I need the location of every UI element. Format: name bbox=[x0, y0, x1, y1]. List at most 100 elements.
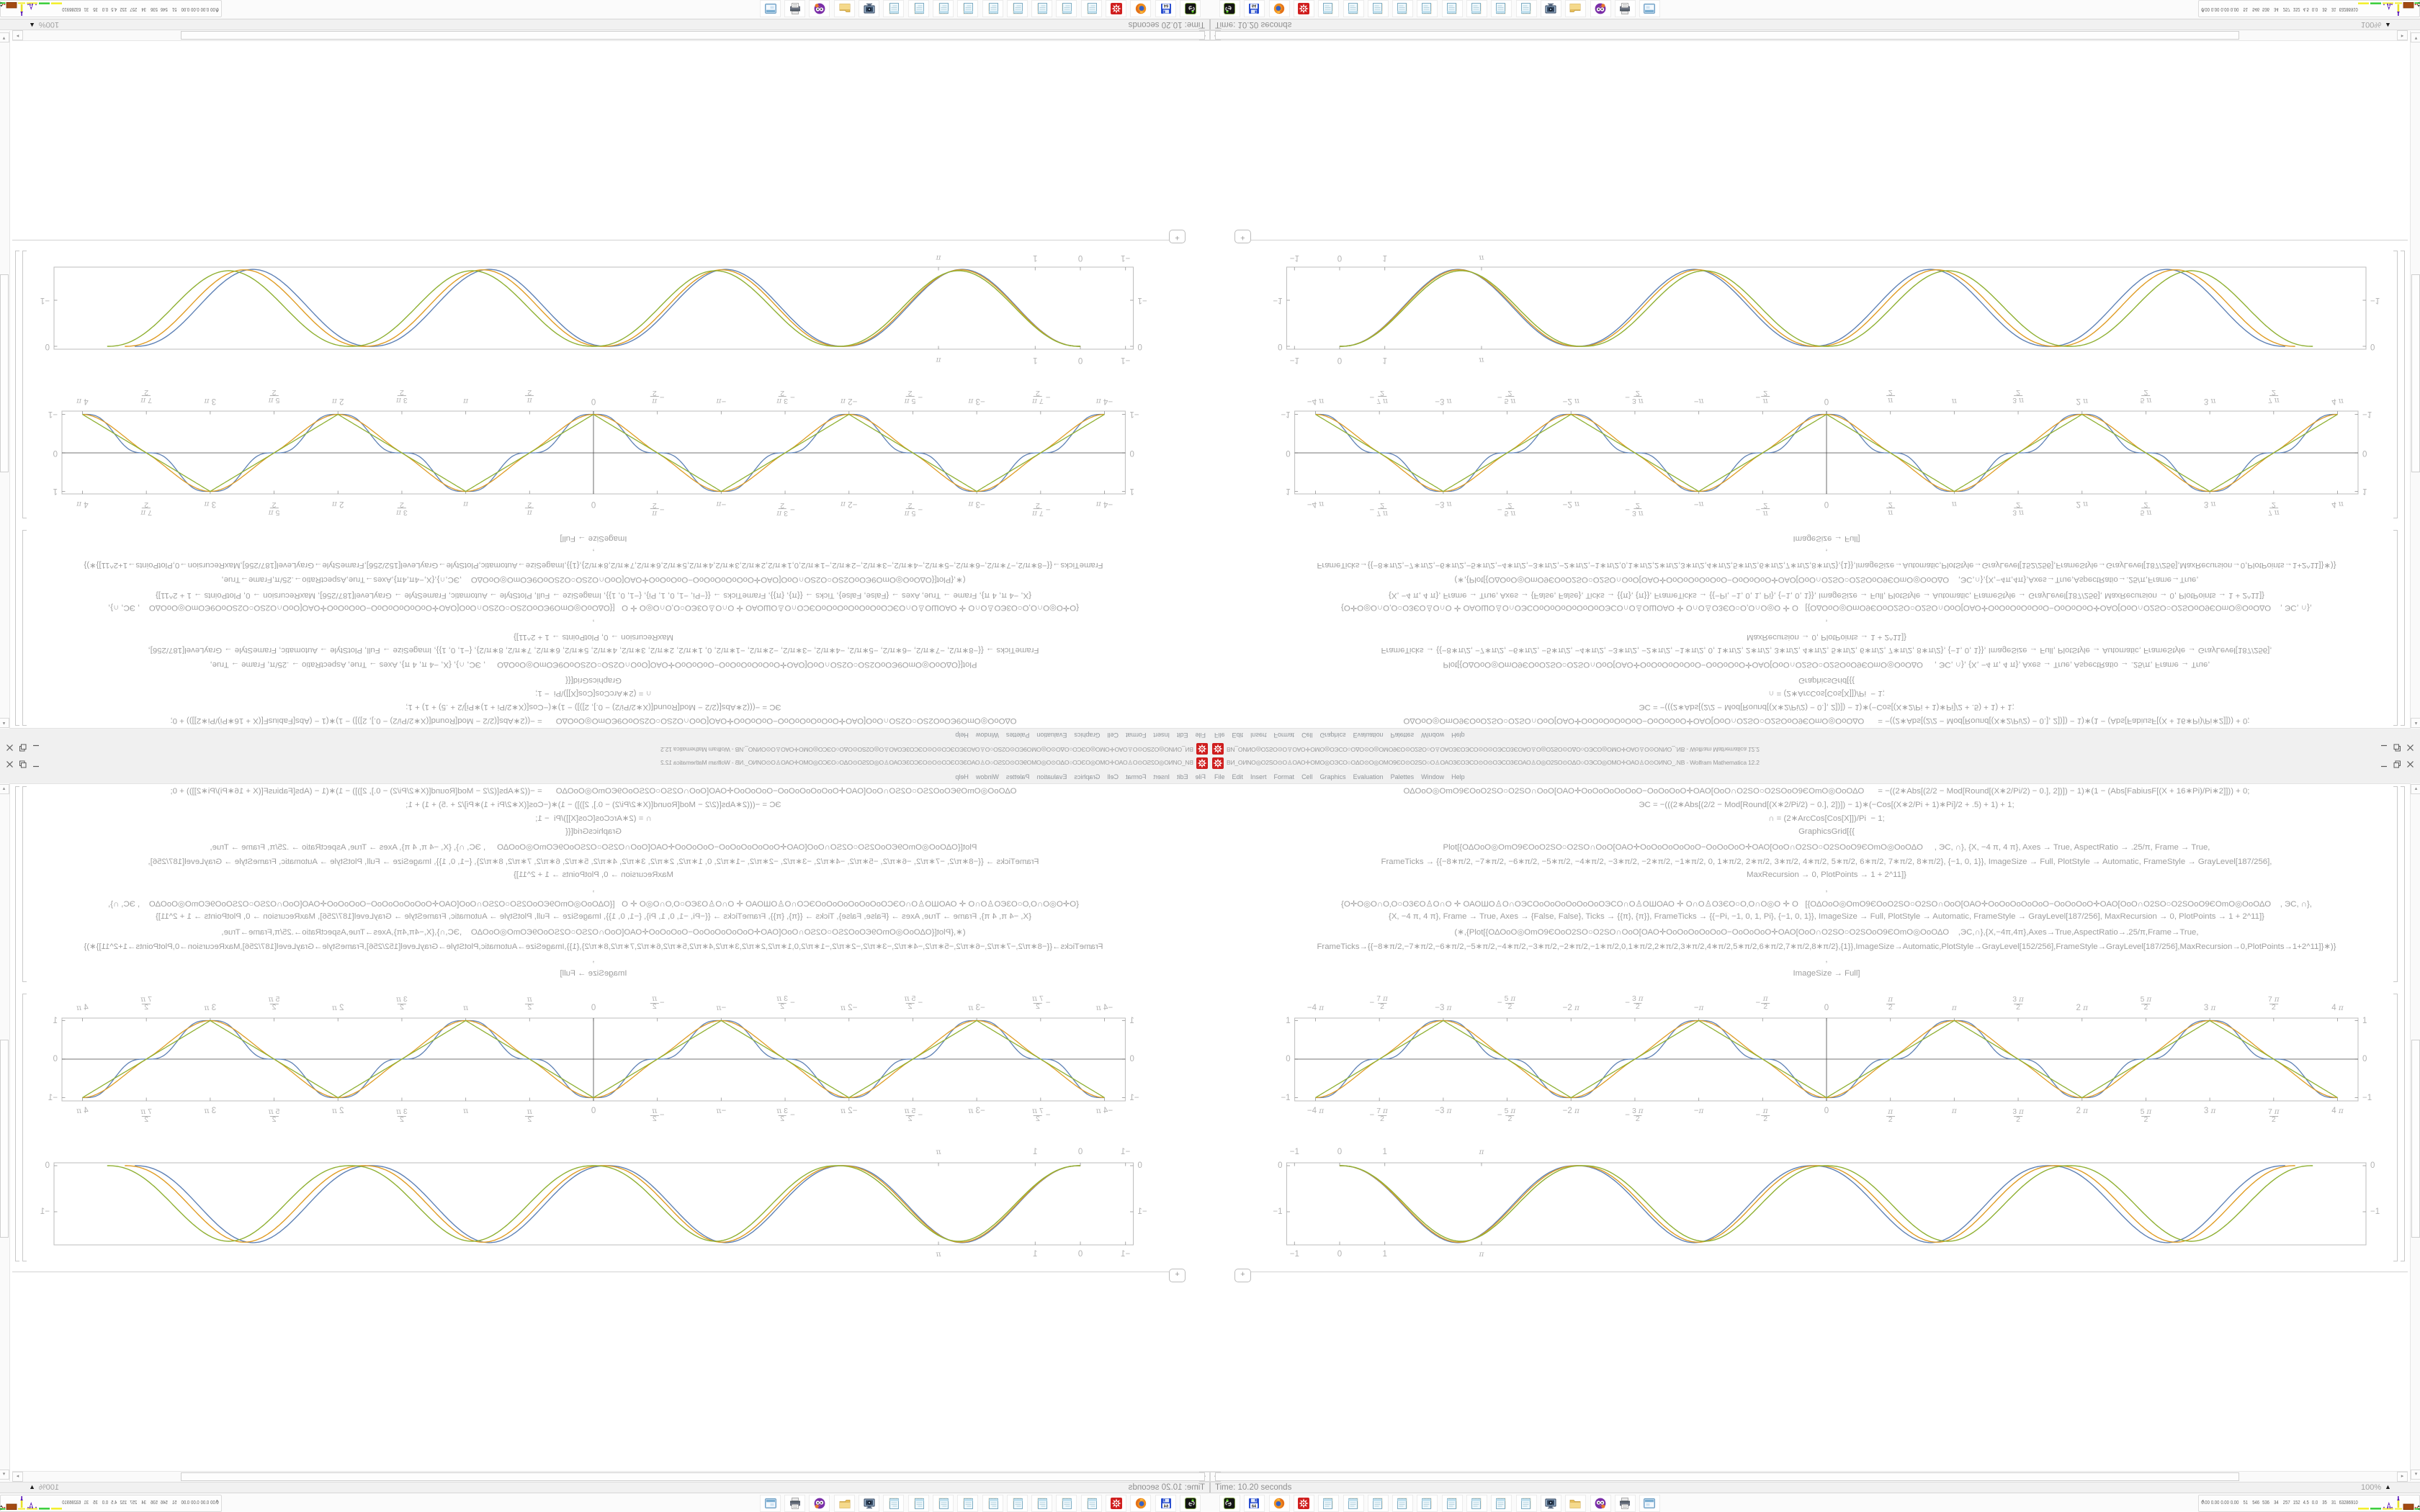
owl-app-icon[interactable] bbox=[809, 0, 830, 17]
vertical-scroll-thumb[interactable] bbox=[0, 274, 9, 472]
notepad-icon[interactable] bbox=[957, 1495, 979, 1512]
code-line[interactable]: (∗,{Plot[{ΟΔΟοΟ◎ΟmΟ9ЄΟοΟ2SΟ○Ο2SΟ∩ΟοΟ[ΟΑΟ… bbox=[221, 575, 966, 584]
code-line[interactable]: MaxRecursion → 0, PlotPoints → 1 + 2^11]… bbox=[514, 870, 673, 879]
code-line[interactable]: GraphicsGrid[{{ bbox=[565, 676, 622, 685]
output-cell-bracket[interactable] bbox=[22, 994, 27, 1261]
menu-palettes[interactable]: Palettes bbox=[1390, 773, 1415, 780]
notepad-icon[interactable] bbox=[1343, 1495, 1364, 1512]
output-cell-bracket[interactable] bbox=[2393, 251, 2398, 518]
dark-link-app-icon[interactable] bbox=[1219, 0, 1240, 17]
menu-edit[interactable]: Edit bbox=[1232, 773, 1244, 780]
code-line[interactable]: {Ο✛Ο◎Ο∩Ο‚Ο○Ο3ЄΟ♙Ο∩Ο ✛ ΟΑΟШΟ♙Ο∩ΟЭСΟοΟοΟοΟ… bbox=[1341, 900, 2312, 909]
zoom-level[interactable]: 100% bbox=[2361, 1483, 2382, 1492]
vertical-scrollbar[interactable]: ▴ ▾ bbox=[2410, 31, 2420, 729]
scroll-up-button[interactable]: ▴ bbox=[0, 718, 9, 728]
menu-cell[interactable]: Cell bbox=[1107, 732, 1119, 739]
code-line[interactable]: MaxRecursion → 0, PlotPoints → 1 + 2^11]… bbox=[1747, 870, 1906, 879]
menu-insert[interactable]: Insert bbox=[1250, 773, 1267, 780]
menu-insert[interactable]: Insert bbox=[1153, 773, 1170, 780]
window-app-icon[interactable] bbox=[1639, 1495, 1661, 1512]
vertical-scrollbar[interactable]: ▴ ▾ bbox=[0, 783, 10, 1481]
cell-insert-plus-button[interactable]: + bbox=[1169, 230, 1186, 243]
notepad-icon[interactable] bbox=[883, 0, 905, 17]
printer-icon[interactable] bbox=[1614, 0, 1636, 17]
cell-group-bracket[interactable] bbox=[15, 251, 19, 726]
menu-cell[interactable]: Cell bbox=[1301, 773, 1313, 780]
menu-graphics[interactable]: Graphics bbox=[1074, 732, 1101, 739]
menu-palettes[interactable]: Palettes bbox=[1390, 732, 1415, 739]
window-app-icon[interactable] bbox=[1639, 0, 1661, 17]
menu-palettes[interactable]: Palettes bbox=[1005, 732, 1030, 739]
menu-evaluation[interactable]: Evaluation bbox=[1036, 732, 1067, 739]
scroll-up-button[interactable]: ▴ bbox=[0, 784, 9, 794]
notepad-icon[interactable] bbox=[883, 1495, 905, 1512]
code-line[interactable]: FrameTicks → {{−8∗π/2, −7∗π/2, −6∗π/2, −… bbox=[1381, 858, 2272, 866]
code-line[interactable]: , bbox=[1825, 618, 1828, 627]
zoom-level[interactable]: 100% bbox=[2361, 20, 2382, 29]
menu-format[interactable]: Format bbox=[1125, 773, 1147, 780]
window-app-icon[interactable] bbox=[759, 0, 781, 17]
horizontal-scroll-thumb[interactable] bbox=[1215, 31, 2239, 40]
dark-link-app-icon[interactable] bbox=[1180, 0, 1201, 17]
vertical-scrollbar[interactable]: ▴ ▾ bbox=[0, 31, 10, 729]
zoom-caret-icon[interactable]: ▲ bbox=[2385, 22, 2391, 29]
close-button[interactable] bbox=[6, 759, 14, 768]
code-line[interactable]: (∗,{Plot[{ΟΔΟοΟ◎ΟmΟ9ЄΟοΟ2SΟ○Ο2SΟ∩ΟοΟ[ΟΑΟ… bbox=[1454, 575, 2199, 584]
notepad-icon[interactable] bbox=[1392, 1495, 1414, 1512]
floppy-64-app-icon[interactable]: 64 bbox=[1244, 0, 1265, 17]
menu-graphics[interactable]: Graphics bbox=[1074, 773, 1101, 780]
code-line[interactable]: {X, −4 π, 4 π}, Frame → True, Axes → {Fa… bbox=[156, 591, 1031, 600]
restore-button[interactable] bbox=[2393, 759, 2401, 768]
menu-file[interactable]: File bbox=[1195, 732, 1206, 739]
notepad-icon[interactable] bbox=[1417, 0, 1438, 17]
firefox-icon[interactable] bbox=[1268, 0, 1290, 17]
input-cell-bracket[interactable] bbox=[22, 786, 27, 982]
screen-capture-icon[interactable] bbox=[1540, 0, 1561, 17]
owl-app-icon[interactable] bbox=[1590, 0, 1611, 17]
code-line[interactable]: FrameTicks→{{−8∗π/2,−7∗π/2,−6∗π/2,−5∗π/2… bbox=[1317, 942, 2336, 951]
notepad-icon[interactable] bbox=[933, 1495, 954, 1512]
horizontal-scrollbar[interactable]: ◂ ▸ bbox=[1210, 1471, 2408, 1482]
notepad-icon[interactable] bbox=[1417, 1495, 1438, 1512]
mathematica-taskbar-icon[interactable] bbox=[1106, 1495, 1127, 1512]
mathematica-taskbar-icon[interactable] bbox=[1293, 1495, 1314, 1512]
owl-app-icon[interactable] bbox=[809, 1495, 830, 1512]
vertical-scroll-thumb[interactable] bbox=[2411, 274, 2420, 472]
screen-capture-icon[interactable] bbox=[1540, 1495, 1561, 1512]
screen-capture-icon[interactable] bbox=[859, 0, 880, 17]
zoom-caret-icon[interactable]: ▲ bbox=[29, 22, 35, 29]
code-line[interactable]: Plot[{ΟΔΟοΟ◎ΟmΟ9ЄΟοΟ2SΟ○Ο2SΟ∩ΟοΟ[ΟΑΟ✛ΟοΟ… bbox=[210, 843, 977, 852]
code-line[interactable]: MaxRecursion → 0, PlotPoints → 1 + 2^11]… bbox=[1747, 633, 1906, 642]
code-line[interactable]: Plot[{ΟΔΟοΟ◎ΟmΟ9ЄΟοΟ2SΟ○Ο2SΟ∩ΟοΟ[ΟΑΟ✛ΟοΟ… bbox=[1443, 660, 2210, 669]
notepad-icon[interactable] bbox=[1441, 0, 1463, 17]
code-line[interactable]: ImageSize → Full] bbox=[1793, 534, 1860, 543]
code-line[interactable]: GraphicsGrid[{{ bbox=[1798, 676, 1855, 685]
code-line[interactable]: , bbox=[592, 885, 595, 894]
code-line[interactable]: {X, −4 π, 4 π}, Frame → True, Axes → {Fa… bbox=[156, 912, 1031, 921]
notepad-icon[interactable] bbox=[1006, 0, 1028, 17]
notepad-icon[interactable] bbox=[982, 0, 1003, 17]
notepad-icon[interactable] bbox=[1515, 1495, 1537, 1512]
menu-help[interactable]: Help bbox=[955, 773, 969, 780]
code-line[interactable]: Plot[{ΟΔΟοΟ◎ΟmΟ9ЄΟοΟ2SΟ○Ο2SΟ∩ΟοΟ[ΟΑΟ✛ΟοΟ… bbox=[210, 660, 977, 669]
notepad-icon[interactable] bbox=[1056, 1495, 1077, 1512]
zoom-level[interactable]: 100% bbox=[38, 1483, 59, 1492]
code-line[interactable]: FrameTicks→{{−8∗π/2,−7∗π/2,−6∗π/2,−5∗π/2… bbox=[84, 942, 1103, 951]
notepad-icon[interactable] bbox=[1367, 0, 1389, 17]
mathematica-taskbar-icon[interactable] bbox=[1293, 0, 1314, 17]
menu-help[interactable]: Help bbox=[1451, 732, 1465, 739]
menu-format[interactable]: Format bbox=[1273, 732, 1295, 739]
zoom-level[interactable]: 100% bbox=[38, 20, 59, 29]
code-line[interactable]: (∗,{Plot[{ΟΔΟοΟ◎ΟmΟ9ЄΟοΟ2SΟ○Ο2SΟ∩ΟοΟ[ΟΑΟ… bbox=[221, 928, 966, 937]
floppy-64-app-icon[interactable]: 64 bbox=[1155, 0, 1176, 17]
code-line[interactable]: FrameTicks→{{−8∗π/2,−7∗π/2,−6∗π/2,−5∗π/2… bbox=[1317, 561, 2336, 570]
output-cell-bracket[interactable] bbox=[22, 251, 27, 518]
notepad-icon[interactable] bbox=[1515, 0, 1537, 17]
code-line[interactable]: ΟΔΟοΟ◎ΟmΟ9ЄΟοΟ2SΟ○Ο2SΟ∩ΟοΟ[ΟΑΟ✛ΟοΟοΟοΟοΟ… bbox=[170, 787, 1017, 796]
code-line[interactable]: FrameTicks → {{−8∗π/2, −7∗π/2, −6∗π/2, −… bbox=[148, 646, 1039, 654]
horizontal-scroll-thumb[interactable] bbox=[181, 1472, 1205, 1481]
close-button[interactable] bbox=[2406, 744, 2414, 753]
notepad-icon[interactable] bbox=[908, 0, 929, 17]
firefox-icon[interactable] bbox=[1268, 1495, 1290, 1512]
firefox-icon[interactable] bbox=[1130, 0, 1152, 17]
